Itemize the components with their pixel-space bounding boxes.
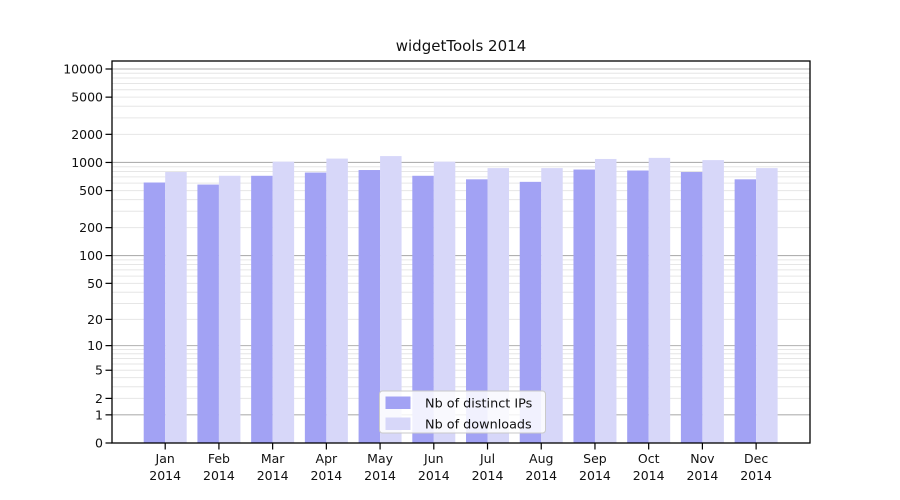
x-tick-label-year: 2014 — [149, 468, 181, 483]
x-tick-label-month: May — [367, 451, 393, 466]
bar-downloads-jul — [487, 168, 510, 444]
bar-downloads-jun — [433, 161, 456, 443]
bar-downloads-nov — [702, 160, 724, 443]
y-tick-label: 1000 — [71, 155, 103, 170]
y-tick-label: 10 — [87, 338, 103, 353]
bar-distinct-ips-jun — [412, 175, 434, 443]
x-tick-label-year: 2014 — [740, 468, 772, 483]
bar-distinct-ips-jul — [466, 179, 488, 443]
x-tick-label-year: 2014 — [203, 468, 235, 483]
x-tick-label-month: Oct — [638, 451, 660, 466]
y-tick-label: 50 — [87, 276, 103, 291]
y-tick-label: 100 — [79, 248, 103, 263]
bar-distinct-ips-aug — [519, 181, 542, 444]
x-tick-label-month: Aug — [529, 451, 553, 466]
bar-distinct-ips-feb — [197, 184, 219, 443]
x-tick-label-month: Jan — [155, 451, 175, 466]
legend-label-distinct-ips: Nb of distinct IPs — [425, 397, 533, 412]
bar-downloads-oct — [648, 157, 671, 443]
y-tick-label: 10000 — [63, 62, 103, 77]
bar-downloads-dec — [756, 168, 778, 444]
bar-downloads-sep — [594, 158, 617, 443]
x-tick-label-year: 2014 — [257, 468, 289, 483]
legend-swatch-distinct-ips — [385, 396, 411, 409]
chart-title: widgetTools 2014 — [395, 37, 527, 55]
y-tick-label: 5000 — [71, 90, 103, 105]
x-tick-label-year: 2014 — [364, 468, 396, 483]
bar-downloads-feb — [218, 175, 241, 443]
bar-distinct-ips-nov — [680, 172, 703, 443]
x-tick-label-year: 2014 — [472, 468, 504, 483]
x-tick-label-month: Dec — [744, 451, 768, 466]
y-tick-label: 20 — [87, 312, 103, 327]
y-tick-label: 0 — [95, 436, 103, 451]
x-tick-label-year: 2014 — [525, 468, 557, 483]
x-tick-label-year: 2014 — [310, 468, 342, 483]
x-tick-label-month: Sep — [583, 451, 607, 466]
plot-border — [111, 60, 811, 444]
x-tick-label-month: Jun — [423, 451, 444, 466]
x-tick-label-month: Nov — [690, 451, 715, 466]
bar-distinct-ips-apr — [304, 172, 327, 443]
x-tick-label-year: 2014 — [579, 468, 611, 483]
x-tick-label-year: 2014 — [633, 468, 665, 483]
legend-swatch-downloads — [385, 417, 411, 430]
y-tick-label: 200 — [79, 220, 103, 235]
x-tick-label-year: 2014 — [418, 468, 450, 483]
bar-downloads-aug — [541, 168, 563, 444]
x-tick-label-month: Mar — [261, 451, 285, 466]
legend-box — [379, 390, 546, 434]
x-tick-label-month: Feb — [208, 451, 230, 466]
bar-downloads-apr — [326, 158, 348, 443]
y-tick-label: 5 — [95, 363, 103, 378]
bar-distinct-ips-oct — [627, 170, 649, 443]
bar-distinct-ips-sep — [573, 169, 595, 443]
bar-distinct-ips-jan — [143, 182, 166, 443]
x-tick-label-month: Apr — [316, 451, 338, 466]
y-tick-label: 500 — [79, 183, 103, 198]
bar-downloads-may — [380, 156, 402, 443]
x-tick-label-month: Jul — [479, 451, 495, 466]
y-tick-label: 2 — [95, 391, 103, 406]
bar-distinct-ips-dec — [734, 179, 757, 443]
bar-distinct-ips-may — [358, 170, 381, 443]
legend-label-downloads: Nb of downloads — [425, 418, 532, 433]
y-tick-label: 1 — [95, 407, 103, 422]
y-tick-label: 2000 — [71, 127, 103, 142]
bar-downloads-mar — [272, 161, 295, 443]
x-tick-label-year: 2014 — [686, 468, 718, 483]
bar-distinct-ips-mar — [251, 175, 273, 443]
bar-downloads-jan — [165, 172, 187, 443]
